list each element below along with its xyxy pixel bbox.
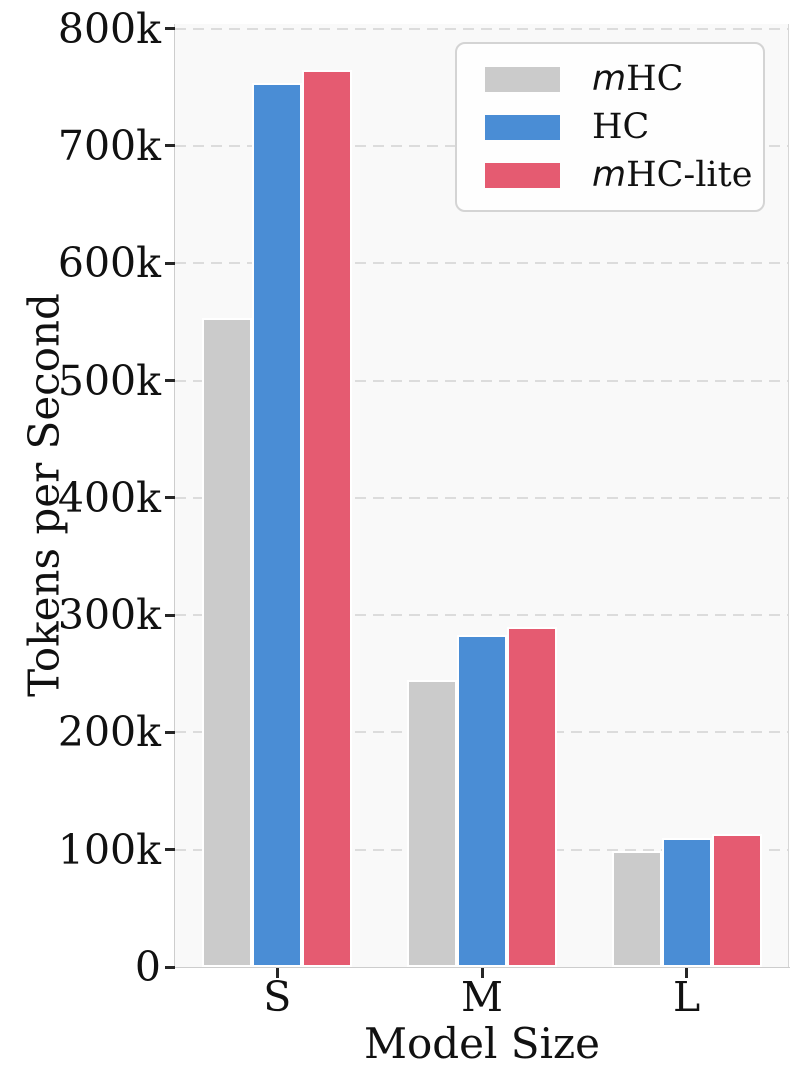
y-tick-label-100k: 100k — [57, 825, 161, 874]
bar-HC-S — [252, 82, 303, 967]
bar-HC-M — [457, 635, 507, 967]
y-tick-label-0: 0 — [134, 943, 161, 991]
y-axis-spine — [173, 24, 175, 968]
gridline-800k — [175, 27, 789, 30]
bar-mHC-M — [407, 679, 457, 967]
y-tick-label-200k: 200k — [57, 708, 161, 757]
gridline-500k — [175, 379, 789, 382]
y-tick-label-400k: 400k — [57, 473, 161, 522]
gridline-400k — [175, 496, 789, 499]
legend-item-hc: HC — [485, 108, 745, 146]
x-tick-mark-S — [275, 968, 279, 978]
x-tick-label-S: S — [263, 973, 292, 1021]
legend-label-hc: HC — [592, 107, 650, 147]
x-tick-label-M: M — [461, 973, 503, 1021]
bar-mHC-lite-L — [711, 834, 762, 967]
bar-mHC-S — [202, 318, 253, 967]
gridline-300k — [175, 614, 789, 617]
y-tick-mark-0 — [165, 965, 175, 969]
bar-mHC-L — [611, 850, 662, 967]
legend-label-mhc-lite: mHC-lite — [592, 155, 753, 195]
y-tick-mark-200k — [165, 730, 175, 734]
legend-swatch-mhc-lite — [485, 162, 560, 188]
x-axis-label: Model Size — [363, 1019, 600, 1068]
legend-label-mhc: mHC — [592, 59, 684, 99]
y-tick-mark-800k — [165, 27, 175, 31]
bar-mHC-lite-S — [302, 69, 353, 967]
y-tick-mark-400k — [165, 496, 175, 500]
y-tick-mark-100k — [165, 848, 175, 852]
y-tick-label-800k: 800k — [57, 4, 161, 53]
x-tick-mark-M — [480, 968, 484, 978]
legend-item-mhc-lite: mHC-lite — [485, 156, 752, 194]
gridline-600k — [175, 262, 789, 265]
y-tick-mark-500k — [165, 379, 175, 383]
y-tick-label-300k: 300k — [57, 591, 161, 640]
y-tick-label-700k: 700k — [57, 121, 161, 170]
plot-area: mHC HC mHC-lite — [175, 24, 789, 967]
x-tick-label-L: L — [673, 973, 701, 1021]
y-tick-label-500k: 500k — [57, 356, 161, 405]
legend: mHC HC mHC-lite — [455, 42, 765, 212]
y-tick-label-600k: 600k — [57, 239, 161, 288]
legend-swatch-hc — [485, 114, 560, 140]
y-tick-mark-600k — [165, 261, 175, 265]
x-axis-spine — [173, 966, 790, 969]
y-tick-mark-300k — [165, 613, 175, 617]
y-tick-mark-700k — [165, 144, 175, 148]
legend-item-mhc: mHC — [485, 60, 745, 98]
bar-HC-L — [661, 837, 712, 967]
legend-swatch-mhc — [485, 66, 560, 92]
right-spine — [788, 24, 790, 968]
bar-mHC-lite-M — [507, 626, 557, 967]
x-tick-mark-L — [685, 968, 689, 978]
